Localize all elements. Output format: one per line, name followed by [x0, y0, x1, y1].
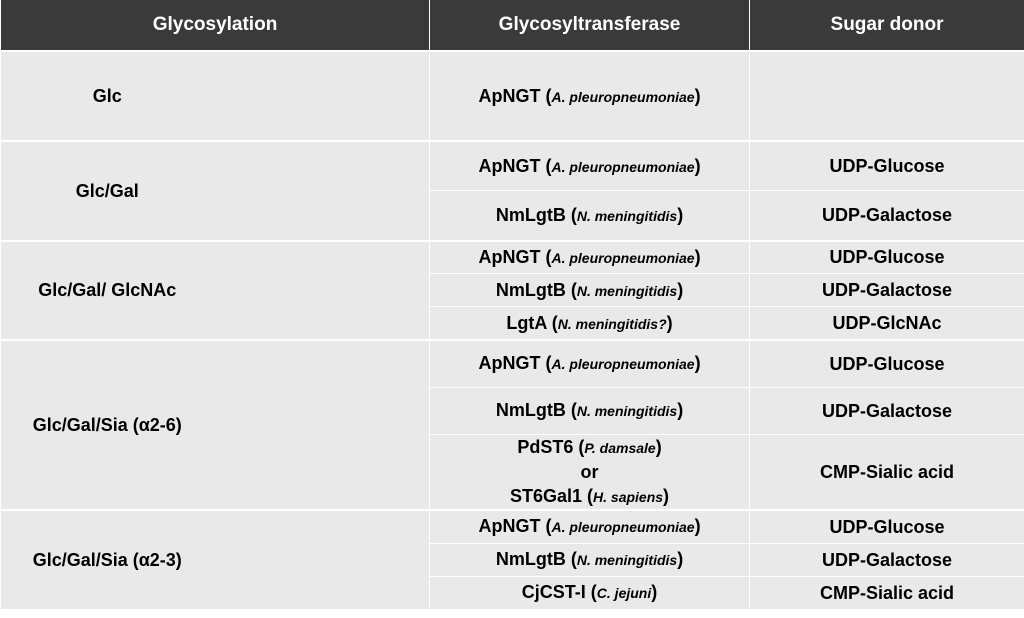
- glycosylation-cell: Glc/Gal/ GlcNAc: [0, 239, 214, 341]
- glycosylation-cell: Glc/Gal/Sia (α2-3): [0, 509, 214, 611]
- table-row: Glc/Gal/Sia (α2-3) ApNGT (A. pleuropneum…: [0, 509, 1024, 611]
- enzyme-name: ApNGT: [478, 353, 541, 374]
- donor-cell: CMP-Sialic acid: [749, 433, 1024, 511]
- organism-name: A. pleuropneumoniae: [551, 519, 695, 536]
- table-row: NmLgtB (N. meningitidis) UDP-Galactose: [1, 542, 1024, 577]
- header-sugar-donor: Sugar donor: [749, 0, 1024, 51]
- organism-name: N. meningitidis: [576, 207, 678, 224]
- enzyme-cell: ApNGT (A. pleuropneumoniae): [429, 49, 751, 142]
- enzyme-line: PdST6 (P. damsale): [517, 436, 662, 457]
- organism-name: P. damsale: [584, 439, 656, 456]
- table-row: NmLgtB (N. meningitidis) UDP-Galactose: [1, 273, 1024, 308]
- or-text: or: [580, 461, 599, 482]
- enzyme-name: ApNGT: [478, 246, 541, 267]
- donor-cell: UDP-Galactose: [749, 542, 1024, 577]
- enzyme-name: NmLgtB: [495, 549, 566, 570]
- donor-cell: [749, 49, 1024, 142]
- blank-cell: [213, 338, 431, 511]
- enzyme-name: CjCST-I: [521, 582, 586, 603]
- donor-cell: UDP-Glucose: [749, 509, 1024, 544]
- donor-cell: UDP-Glucose: [749, 140, 1024, 191]
- blank-cell: [213, 140, 431, 242]
- enzyme-cell: ApNGT (A. pleuropneumoniae): [429, 140, 751, 191]
- enzyme-cell: NmLgtB (N. meningitidis): [429, 189, 751, 242]
- organism-name: N. meningitidis: [576, 403, 678, 420]
- donor-cell: UDP-Galactose: [749, 189, 1024, 242]
- enzyme-cell: ApNGT (A. pleuropneumoniae): [429, 239, 751, 275]
- enzyme-cell: ApNGT (A. pleuropneumoniae): [429, 338, 751, 388]
- donor-cell: UDP-Glucose: [749, 239, 1024, 275]
- enzyme-cell: LgtA (N. meningitidis?): [429, 306, 751, 341]
- header-row: Glycosylation Glycosyltransferase Sugar …: [0, 0, 1024, 51]
- enzyme-name: NmLgtB: [495, 279, 566, 300]
- donor-cell: UDP-Galactose: [749, 273, 1024, 308]
- header-glycosylation: Glycosylation: [0, 0, 431, 51]
- enzyme-name: LgtA: [506, 312, 547, 333]
- enzyme-cell: NmLgtB (N. meningitidis): [429, 386, 751, 435]
- enzyme-name: ST6Gal1: [509, 485, 583, 506]
- glycosylation-cell: Glc/Gal: [0, 140, 214, 242]
- organism-name: C. jejuni: [596, 585, 652, 602]
- enzyme-name: NmLgtB: [495, 204, 566, 225]
- blank-cell: [213, 239, 431, 341]
- enzyme-cell: CjCST-I (C. jejuni): [429, 575, 751, 611]
- enzyme-line: ST6Gal1 (H. sapiens): [509, 485, 670, 506]
- enzyme-name: NmLgtB: [495, 400, 566, 421]
- organism-name: N. meningitidis: [576, 552, 678, 569]
- table-row: Glc/Gal/Sia (α2-6) ApNGT (A. pleuropneum…: [0, 338, 1024, 511]
- enzyme-cell: NmLgtB (N. meningitidis): [429, 542, 751, 577]
- table-row: Glc/Gal/ GlcNAc ApNGT (A. pleuropneumoni…: [0, 239, 1024, 341]
- glycosylation-cell: Glc/Gal/Sia (α2-6): [0, 338, 214, 511]
- enzyme-cell: PdST6 (P. damsale) or ST6Gal1 (H. sapien…: [429, 433, 751, 511]
- blank-cell: [213, 509, 431, 611]
- enzyme-name: PdST6: [517, 436, 574, 457]
- table-row: Glc/Gal ApNGT (A. pleuropneumoniae) UDP-…: [0, 140, 1024, 242]
- table-row: NmLgtB (N. meningitidis) UDP-Galactose: [1, 189, 1024, 242]
- enzyme-cell: ApNGT (A. pleuropneumoniae): [429, 509, 751, 544]
- table-row: LgtA (N. meningitidis?) UDP-GlcNAc: [1, 306, 1024, 341]
- table-row: PdST6 (P. damsale) or ST6Gal1 (H. sapien…: [1, 433, 1024, 511]
- donor-cell: UDP-GlcNAc: [749, 306, 1024, 341]
- organism-name: N. meningitidis: [576, 282, 678, 299]
- enzyme-cell: NmLgtB (N. meningitidis): [429, 273, 751, 308]
- organism-name: A. pleuropneumoniae: [551, 158, 695, 175]
- donor-cell: UDP-Glucose: [749, 338, 1024, 388]
- enzyme-name: ApNGT: [478, 516, 541, 537]
- enzyme-name: ApNGT: [478, 85, 541, 106]
- organism-name: A. pleuropneumoniae: [551, 356, 695, 373]
- donor-cell: UDP-Galactose: [749, 386, 1024, 435]
- blank-cell: [213, 49, 431, 142]
- organism-name: A. pleuropneumoniae: [551, 249, 695, 266]
- organism-name: A. pleuropneumoniae: [551, 88, 695, 105]
- organism-name: H. sapiens: [593, 488, 664, 505]
- glycosylation-cell: Glc: [0, 49, 214, 142]
- enzyme-name: ApNGT: [478, 155, 541, 176]
- header-glycosyltransferase: Glycosyltransferase: [429, 0, 751, 51]
- table-row: CjCST-I (C. jejuni) CMP-Sialic acid: [1, 575, 1024, 611]
- organism-name: N. meningitidis?: [557, 315, 667, 332]
- table-row: NmLgtB (N. meningitidis) UDP-Galactose: [1, 386, 1024, 435]
- donor-cell: CMP-Sialic acid: [749, 575, 1024, 611]
- table-row: Glc ApNGT (A. pleuropneumoniae): [0, 49, 1024, 142]
